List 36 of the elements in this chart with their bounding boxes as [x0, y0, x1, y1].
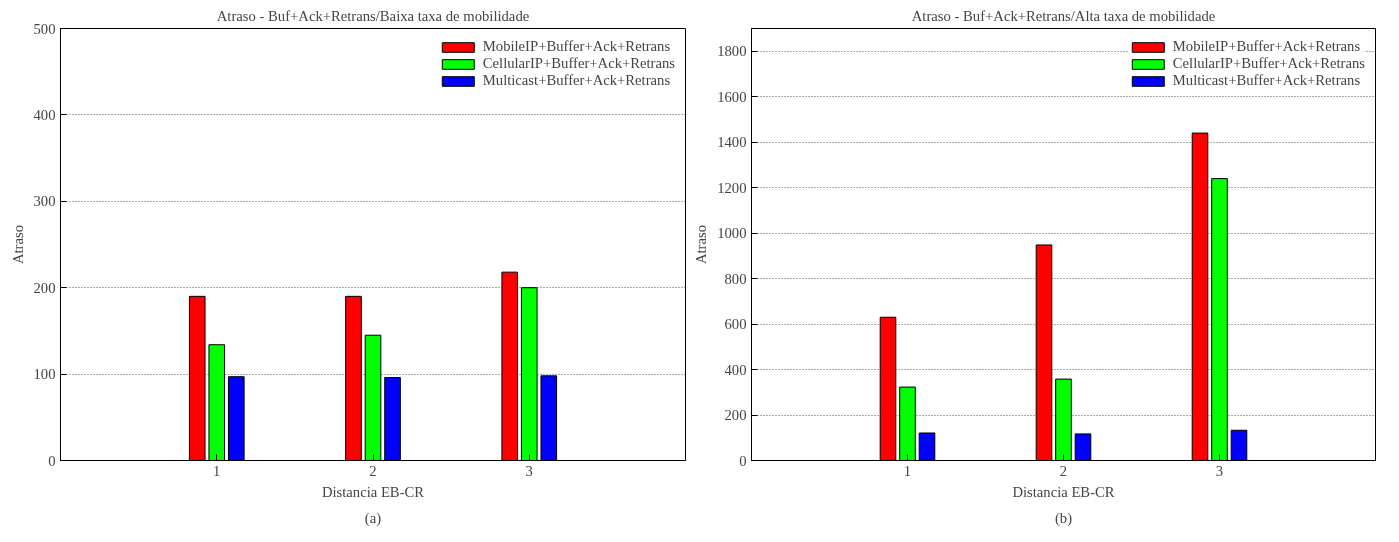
- legend-label: Multicast+Buffer+Ack+Retrans: [1172, 72, 1361, 89]
- legend-label: CellularIP+Buffer+Ack+Retrans: [482, 55, 675, 72]
- x-tick-label: 2: [369, 462, 377, 479]
- legend-label: MobileIP+Buffer+Ack+Retrans: [482, 38, 671, 55]
- y-tick-label: 800: [724, 270, 747, 287]
- y-tick-label: 400: [724, 361, 747, 378]
- y-tick-label: 0: [48, 452, 56, 469]
- y-tick-label: 1000: [717, 225, 747, 242]
- y-tick-label: 1400: [717, 134, 747, 151]
- y-axis-title: Atraso: [693, 224, 710, 265]
- y-tick-label: 1800: [717, 43, 747, 60]
- y-tick-label: 1200: [717, 179, 747, 196]
- y-tick-label: 0: [739, 452, 747, 469]
- x-axis-title: Distancia EB-CR: [321, 483, 425, 500]
- text: (b): [1054, 509, 1073, 527]
- x-tick-label: 3: [1215, 462, 1224, 479]
- legend-label: Multicast+Buffer+Ack+Retrans: [482, 72, 671, 89]
- x-tick-label: 1: [903, 462, 912, 479]
- y-tick-label: 400: [33, 106, 56, 123]
- y-tick-label: 300: [33, 193, 56, 210]
- text: (a): [364, 509, 382, 527]
- y-tick-label: 200: [724, 407, 747, 424]
- x-tick-label: 2: [1059, 462, 1068, 479]
- chart-title: Atraso - Buf+Ack+Retrans/Alta taxa de mobilidade: [911, 7, 1216, 24]
- legend-label: MobileIP+Buffer+Ack+Retrans: [1172, 38, 1361, 55]
- y-tick-label: 200: [33, 279, 56, 296]
- y-tick-label: 1600: [717, 88, 747, 105]
- x-tick-label: 3: [525, 462, 533, 479]
- x-axis-title: Distancia EB-CR: [1012, 483, 1115, 500]
- y-tick-label: 600: [724, 316, 747, 333]
- y-axis-title: Atraso: [9, 224, 26, 265]
- legend-label: CellularIP+Buffer+Ack+Retrans: [1172, 55, 1365, 72]
- y-tick-label: 100: [33, 366, 56, 383]
- x-tick-label: 1: [213, 462, 221, 479]
- y-tick-label: 500: [33, 20, 56, 37]
- chart-title: Atraso - Buf+Ack+Retrans/Baixa taxa de mobilidade: [216, 7, 530, 24]
